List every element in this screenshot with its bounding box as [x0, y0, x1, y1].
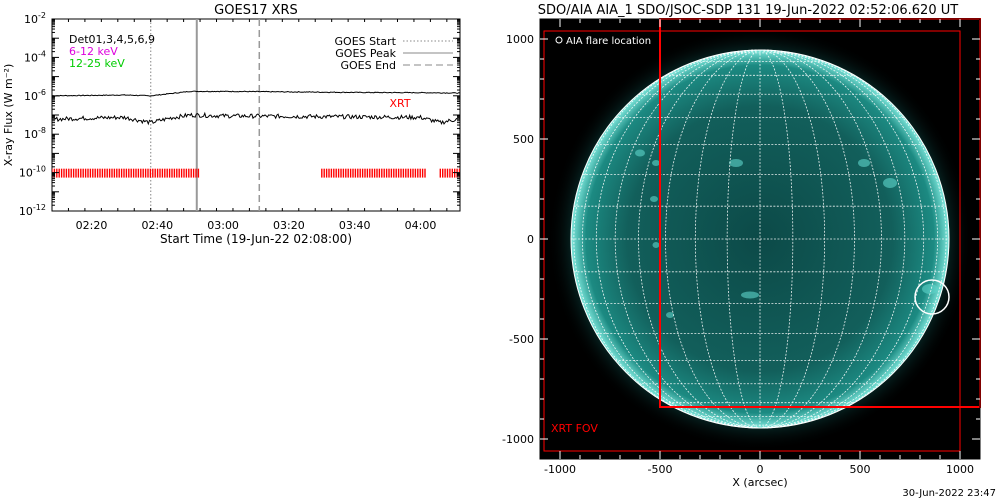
goes-series-2-line: [52, 111, 460, 126]
active-region: [858, 159, 870, 167]
goes-y-tick-label: 10-12: [19, 203, 46, 218]
longitude-line: [614, 49, 761, 429]
goes-detector-label: 12-25 keV: [69, 57, 125, 70]
goes-series-1-line: [52, 90, 460, 97]
aia-y-tick-label: 500: [513, 133, 534, 146]
aia-x-tick-label: 1000: [946, 463, 974, 476]
goes-x-tick-label: 03:00: [207, 219, 239, 232]
goes-y-tick-exponent: -10: [33, 165, 46, 174]
active-region: [635, 149, 645, 157]
goes-y-tick-label: 10-8: [24, 126, 46, 141]
goes-x-tick-label: 02:40: [141, 219, 173, 232]
solar-limb: [570, 49, 950, 429]
aia-x-axis-label: X (arcsec): [732, 476, 787, 489]
goes-x-tick-label: 03:20: [273, 219, 305, 232]
active-region: [741, 291, 759, 299]
longitude-line: [759, 49, 939, 429]
aia-y-tick-label: -1000: [502, 433, 534, 446]
goes-y-tick-base: 10: [24, 128, 38, 141]
goes-y-tick-exponent: -6: [38, 88, 46, 97]
goes-x-tick-label: 02:20: [76, 219, 108, 232]
active-region: [729, 159, 743, 167]
aia-x-tick-label: -1000: [544, 463, 576, 476]
goes-y-tick-exponent: -2: [38, 11, 46, 20]
longitude-line: [759, 49, 826, 429]
goes-y-axis-label: X-ray Flux (W m⁻²): [2, 64, 15, 166]
goes-y-tick-base: 10: [24, 90, 38, 103]
goes-detector-label: Det01,3,4,5,6,9: [69, 33, 155, 46]
active-region: [652, 160, 660, 166]
aia-x-tick-label: 500: [850, 463, 871, 476]
active-region: [922, 284, 938, 294]
goes-y-tick-label: 10-6: [24, 88, 46, 103]
goes-y-tick-exponent: -4: [38, 49, 46, 58]
active-region: [650, 196, 658, 202]
footer-timestamp: 30-Jun-2022 23:47: [902, 488, 996, 499]
goes-x-tick-label: 03:40: [339, 219, 371, 232]
goes-legend-label: GOES End: [340, 59, 396, 72]
flare-location-circle: [914, 279, 950, 315]
goes-xrs-chart: GOES17 XRS 10-1210-1010-810-610-410-202:…: [2, 3, 461, 246]
aia-image-panel: SDO/AIA AIA_1 SDO/JSOC-SDP 131 19-Jun-20…: [502, 3, 981, 489]
aia-y-tick-label: -500: [509, 333, 534, 346]
goes-y-tick-exponent: -12: [33, 203, 46, 212]
longitude-line: [694, 49, 761, 429]
aia-x-tick-label: -500: [648, 463, 673, 476]
goes-legend-label: GOES Start: [335, 35, 397, 48]
xrt-coverage-segment: [321, 168, 426, 178]
goes-y-tick-label: 10-10: [19, 165, 46, 180]
goes-y-tick-label: 10-2: [24, 11, 46, 26]
active-region: [652, 242, 660, 248]
xrt-coverage-segment: [52, 168, 200, 178]
goes-y-tick-base: 10: [24, 51, 38, 64]
aia-x-tick-label: 0: [757, 463, 764, 476]
longitude-line: [581, 49, 761, 429]
xrt-coverage-segment: [439, 168, 460, 178]
flare-location-legend-label: AIA flare location: [566, 36, 651, 47]
goes-y-tick-base: 10: [19, 167, 33, 180]
goes-x-axis-label: Start Time (19-Jun-22 02:08:00): [160, 232, 352, 246]
xrt-fov-outer-box: [543, 30, 961, 452]
goes-y-tick-base: 10: [24, 13, 38, 26]
goes-legend-label: GOES Peak: [335, 47, 396, 60]
goes-y-tick-exponent: -8: [38, 126, 46, 135]
goes-y-tick-label: 10-4: [24, 49, 46, 64]
goes-detector-label: 6-12 keV: [69, 45, 118, 58]
active-region: [883, 178, 897, 188]
flare-location-legend-icon: [555, 36, 563, 44]
longitude-line: [759, 49, 906, 429]
aia-image-title: SDO/AIA AIA_1 SDO/JSOC-SDP 131 19-Jun-20…: [538, 3, 958, 18]
aia-y-tick-label: 1000: [506, 33, 534, 46]
goes-y-tick-base: 10: [19, 205, 33, 218]
aia-y-tick-label: 0: [527, 233, 534, 246]
active-region: [666, 312, 674, 318]
goes-x-tick-label: 04:00: [405, 219, 437, 232]
xrt-fov-label: XRT FOV: [551, 422, 598, 435]
goes-xrt-label: XRT: [389, 97, 410, 110]
goes-chart-title: GOES17 XRS: [214, 3, 298, 18]
